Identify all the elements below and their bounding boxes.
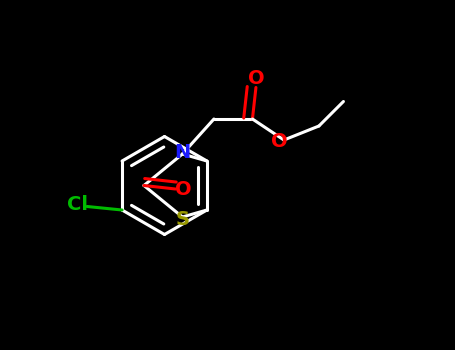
Text: O: O	[175, 180, 192, 198]
Text: N: N	[174, 143, 191, 162]
Text: Cl: Cl	[67, 195, 88, 214]
Text: S: S	[176, 210, 189, 229]
Text: O: O	[272, 132, 288, 151]
Text: O: O	[248, 69, 264, 88]
